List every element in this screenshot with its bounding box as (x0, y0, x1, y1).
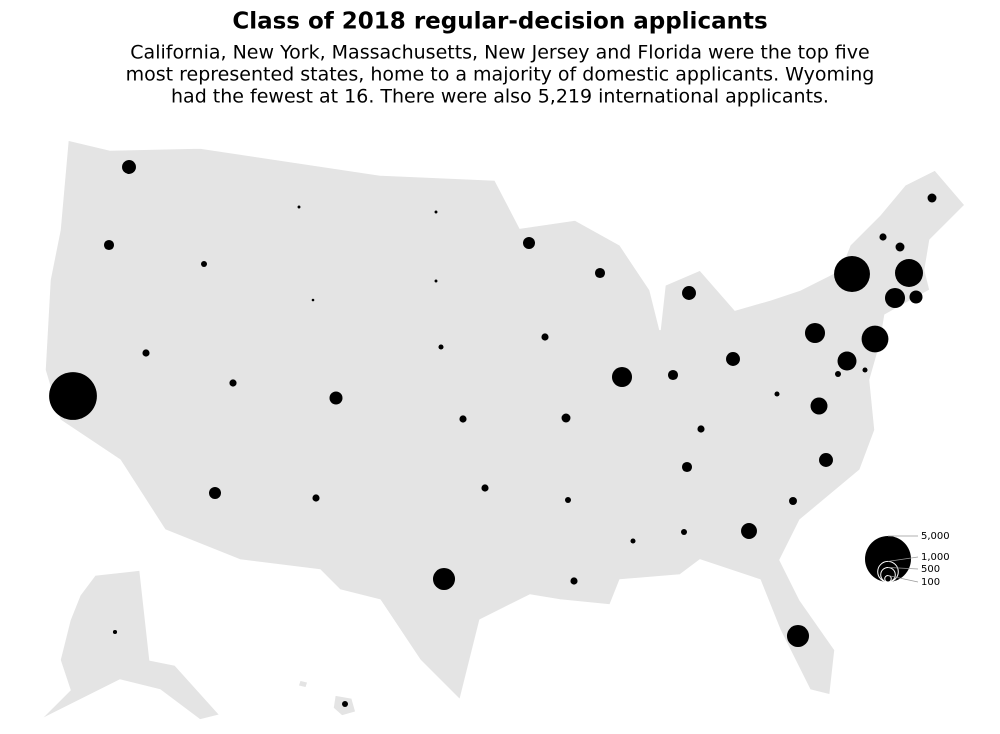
hawaii-islands (297, 679, 309, 689)
title: Class of 2018 regular-decision applicant… (232, 9, 767, 35)
state-bubble (561, 413, 571, 423)
state-bubble (122, 160, 136, 174)
state-bubble (819, 453, 833, 467)
state-bubble (103, 239, 115, 251)
legend-label: 1,000 (921, 552, 950, 563)
state-bubble (927, 193, 937, 203)
state-bubble (774, 391, 780, 397)
state-bubble (726, 352, 740, 366)
state-bubble (879, 233, 887, 241)
state-bubble (895, 259, 923, 287)
state-bubble (541, 333, 549, 341)
legend-bubble (884, 574, 892, 583)
legend-label: 500 (921, 564, 940, 575)
state-bubble (297, 205, 301, 209)
legend-leader (887, 567, 919, 570)
state-bubble (861, 325, 889, 353)
state-bubble (835, 371, 841, 377)
state-bubble (570, 577, 578, 585)
state-bubble (630, 538, 636, 544)
state-bubble (667, 369, 679, 381)
state-bubble (434, 210, 438, 214)
state-bubble (909, 290, 923, 304)
contiguous-us (44, 139, 967, 702)
state-bubble (311, 298, 315, 302)
state-bubble (697, 425, 705, 433)
state-bubble (342, 701, 348, 707)
basemap (39, 139, 967, 721)
state-bubble (49, 372, 97, 420)
state-bubble (862, 367, 868, 373)
state-bubble (112, 629, 118, 635)
state-bubble (312, 494, 320, 502)
subtitle: most represented states, home to a major… (126, 64, 875, 86)
state-bubble (895, 242, 905, 252)
state-bubble (837, 351, 857, 371)
state-bubble (834, 256, 870, 292)
state-bubble (523, 237, 535, 249)
state-bubble (681, 529, 687, 535)
state-bubble (789, 497, 797, 505)
state-bubble (438, 344, 444, 350)
legend-leader (887, 575, 919, 583)
legend-bubble (865, 536, 911, 582)
state-bubble (681, 461, 693, 473)
state-bubble (884, 287, 906, 309)
legend-label: 100 (921, 577, 940, 588)
state-bubble (434, 279, 438, 283)
state-bubble (810, 397, 828, 415)
state-bubble (142, 349, 150, 357)
state-bubble (594, 267, 606, 279)
state-bubble (459, 415, 467, 423)
state-bubble (804, 322, 826, 344)
state-bubble (565, 497, 571, 503)
state-bubble (229, 379, 237, 387)
alaska (39, 569, 222, 721)
subtitle: had the fewest at 16. There were also 5,… (171, 86, 829, 108)
subtitle: California, New York, Massachusetts, New… (130, 42, 869, 64)
state-bubble (682, 286, 696, 300)
state-bubble (432, 567, 456, 591)
state-bubble (741, 523, 757, 539)
state-bubble (329, 391, 343, 405)
state-bubble (611, 366, 633, 388)
state-bubble (209, 487, 221, 499)
state-bubble (786, 624, 810, 648)
legend-leader (887, 556, 919, 562)
state-bubble (201, 261, 207, 267)
state-bubble (481, 484, 489, 492)
legend-label: 5,000 (921, 531, 950, 542)
